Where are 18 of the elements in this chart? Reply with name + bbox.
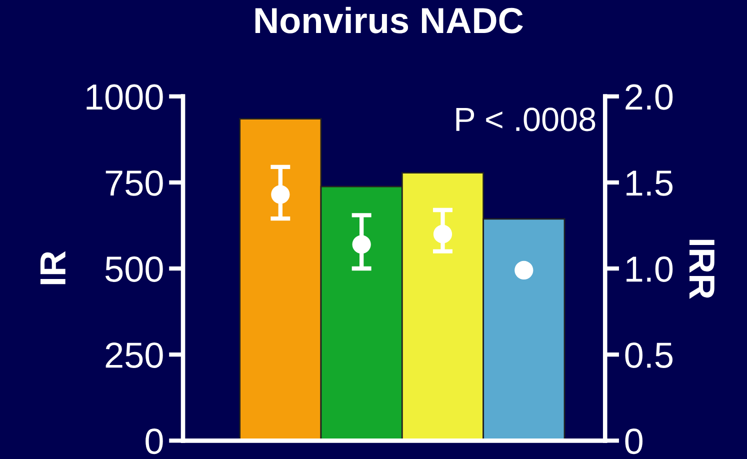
y2-tick-label: 1.5 [626, 170, 673, 196]
chart-title: Nonvirus NADC [255, 6, 523, 34]
y2-tick-label: 0 [625, 428, 642, 454]
point [514, 260, 534, 280]
y-axis-title: IR [40, 251, 66, 284]
y-tick-label: 500 [105, 256, 163, 282]
point [271, 185, 290, 204]
y2-tick-label: 1.0 [626, 256, 673, 282]
point [433, 224, 452, 244]
annotation: P < .0008 [456, 108, 596, 132]
y-tick-label: 750 [106, 170, 163, 196]
y2-tick-label: 0.5 [625, 342, 673, 368]
y-tick-label: 250 [106, 342, 163, 368]
y2-axis-title: IRR [690, 240, 714, 299]
y-tick-label: 1000 [86, 84, 163, 110]
y-tick-label: 0 [146, 428, 163, 454]
point [352, 235, 371, 254]
y2-tick-label: 2.0 [626, 84, 673, 110]
